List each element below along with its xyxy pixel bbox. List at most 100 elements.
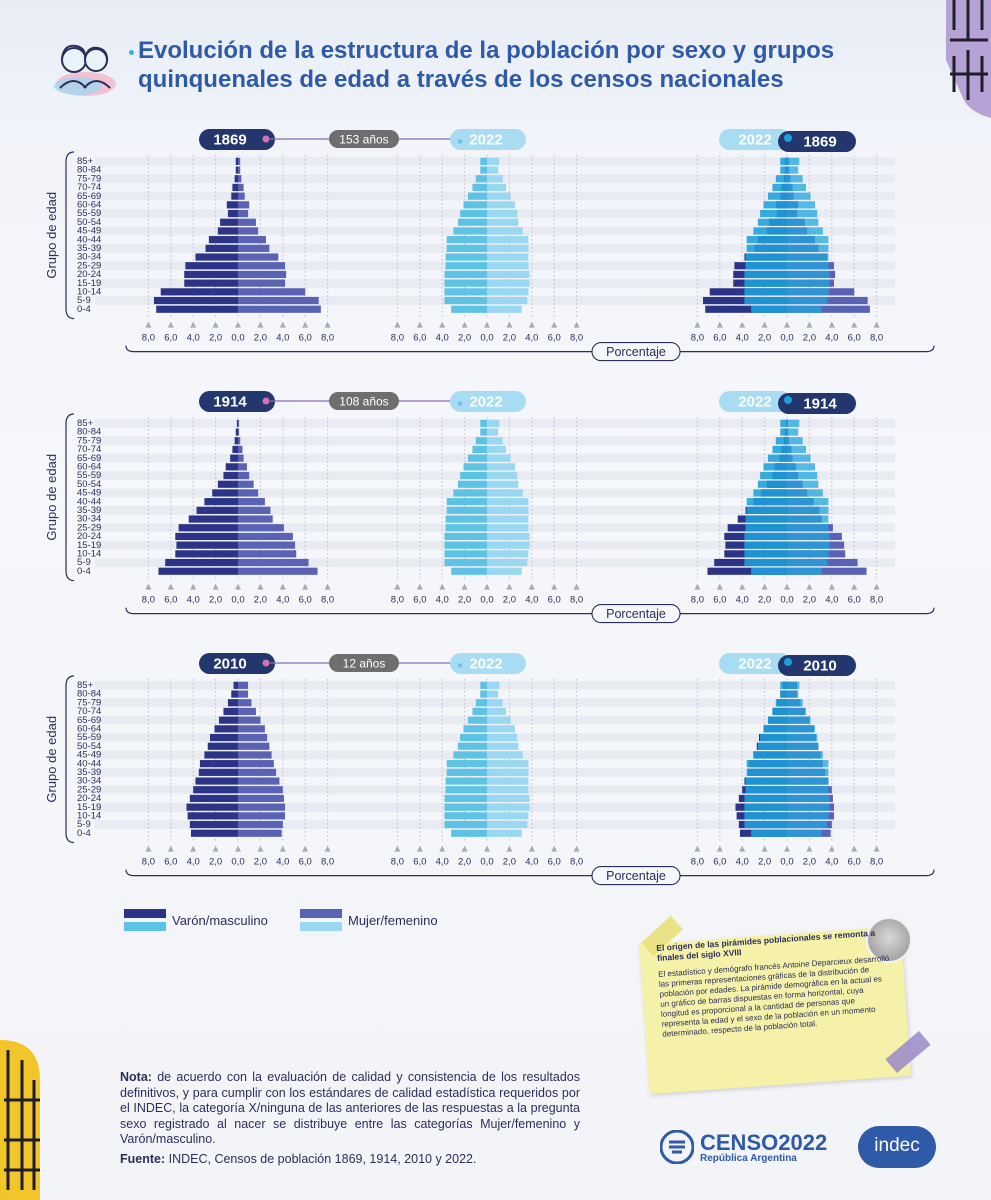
overlay-bar-varon-2022-15-19	[744, 803, 787, 811]
overlay-bar-mujer-2022-5-9	[787, 558, 828, 567]
tick-marker	[212, 845, 219, 852]
bar-mujer-2022-75-79	[487, 175, 503, 183]
bar-varon-1869-20-24	[184, 270, 238, 279]
population-pyramids: 85+80-8475-7970-7465-6960-6455-5950-5445…	[44, 129, 935, 886]
bar-mujer-1869-40-44	[238, 236, 266, 244]
bar-varon-2010-10-14	[187, 812, 238, 820]
bar-varon-1869-45-49	[217, 227, 238, 235]
overlay-bar-varon-2022-35-39	[746, 244, 787, 252]
overlay-bar-varon-2022-10-14	[744, 550, 787, 558]
overlay-bar-mujer-2022-60-64	[787, 725, 815, 733]
year-badge-to	[450, 653, 526, 674]
bar-varon-1914-50-54	[217, 480, 238, 488]
bar-varon-2022-45-49	[453, 489, 487, 497]
bar-mujer-1869-65-69	[238, 192, 245, 200]
bar-mujer-1914-70-74	[238, 445, 243, 454]
bar-mujer-1869-25-29	[238, 262, 286, 270]
tick-label: 6,0	[164, 857, 177, 868]
tick-marker	[484, 845, 490, 852]
overlay-bar-varon-2022-10-14	[744, 812, 787, 820]
overlay-badge-to	[719, 653, 791, 674]
tick-label: 4,0	[825, 857, 838, 868]
bar-varon-2022-40-44	[446, 760, 487, 768]
indec-logo-text: indec	[874, 1135, 920, 1156]
bar-varon-2022-40-44	[446, 498, 487, 506]
bar-varon-2022-20-24	[444, 270, 487, 279]
overlay-badge-from	[778, 393, 856, 414]
tick-marker	[851, 845, 858, 852]
year-badge-from-label: 1869	[213, 132, 246, 149]
nota-text: de acuerdo con la evaluación de calidad …	[120, 1070, 580, 1146]
overlay-bar-mujer-2022-35-39	[787, 768, 829, 776]
tick-marker	[461, 845, 468, 852]
age-label-70-74: 70-74	[77, 182, 101, 193]
year-badge-from	[199, 653, 275, 674]
overlay-bar-varon-2022-15-19	[744, 279, 787, 287]
bar-mujer-2022-20-24	[487, 270, 530, 279]
x-axis-title: Porcentaje	[606, 345, 666, 359]
tick-marker	[324, 321, 331, 328]
age-label-75-79: 75-79	[77, 173, 101, 184]
bar-mujer-1914-15-19	[238, 541, 296, 549]
bar-mujer-2022-30-34	[487, 253, 529, 261]
overlay-bar-varon-2022-75-79	[775, 699, 787, 707]
fast-forward-icon: »	[457, 660, 463, 671]
age-label-5-9: 5-9	[77, 819, 91, 830]
age-label-80-84: 80-84	[77, 427, 101, 438]
bar-mujer-2022-35-39	[487, 244, 529, 252]
age-label-5-9: 5-9	[77, 557, 91, 568]
overlay-bar-varon-2022-15-19	[744, 541, 787, 549]
overlay-bar-varon-2022-20-24	[744, 794, 787, 803]
y-axis-bracket	[65, 413, 75, 582]
overlay-bar-mujer-2022-50-54	[787, 480, 819, 488]
age-label-35-39: 35-39	[77, 505, 101, 516]
bar-mujer-1914-75-79	[238, 437, 241, 445]
bar-mujer-2010-35-39	[238, 768, 277, 776]
bar-mujer-2010-45-49	[238, 751, 272, 759]
bar-mujer-2022-60-64	[487, 201, 515, 209]
overlay-bar-varon-2022-20-24	[744, 270, 787, 279]
tick-label: 4,0	[436, 333, 449, 344]
bar-varon-1869-85+	[235, 157, 238, 165]
years-gap-label: 153 años	[339, 133, 388, 147]
bar-mujer-2022-40-44	[487, 236, 529, 244]
legend-swatch-varon-historic	[124, 909, 166, 918]
tick-label: 6,0	[848, 333, 861, 344]
bar-varon-1914-25-29	[178, 524, 238, 532]
bar-mujer-2022-20-24	[487, 532, 530, 541]
bar-varon-1869-40-44	[208, 236, 238, 244]
bar-mujer-1869-15-19	[238, 279, 286, 287]
bar-mujer-2010-70-74	[238, 707, 256, 716]
bar-varon-2010-5-9	[189, 820, 238, 829]
bar-varon-1914-20-24	[175, 532, 238, 541]
overlay-badge-from-label: 2010	[803, 658, 836, 675]
legend-label-mujer: Mujer/femenino	[348, 913, 438, 928]
overlay-bar-mujer-2022-0-4	[787, 567, 822, 575]
bar-varon-2022-60-64	[463, 463, 487, 471]
bar-mujer-2022-50-54	[487, 742, 519, 750]
tick-label: 2,0	[254, 595, 267, 606]
tick-label: 8,0	[570, 333, 583, 344]
tick-label: 4,0	[436, 595, 449, 606]
bar-mujer-2022-15-19	[487, 803, 530, 811]
overlay-bar-mujer-2022-25-29	[787, 524, 829, 532]
tick-label: 6,0	[848, 857, 861, 868]
bar-varon-2022-60-64	[463, 725, 487, 733]
bar-varon-2022-65-69	[467, 454, 487, 462]
tick-label: 4,0	[825, 333, 838, 344]
age-label-20-24: 20-24	[77, 531, 101, 542]
tick-label: 8,0	[870, 333, 883, 344]
tick-label: 6,0	[548, 595, 561, 606]
tick-label: 0,0	[780, 857, 793, 868]
footnote: Nota: de acuerdo con la evaluación de ca…	[120, 1070, 580, 1171]
bar-varon-2022-35-39	[446, 768, 487, 776]
bar-mujer-2010-85+	[238, 681, 249, 689]
bar-mujer-1914-5-9	[238, 558, 309, 567]
y-axis-bracket	[65, 675, 75, 844]
overlay-bar-varon-2022-40-44	[746, 760, 787, 768]
overlay-badge-to	[719, 391, 791, 412]
overlay-bar-mujer-2022-70-74	[787, 707, 807, 716]
note-paragraph: Nota: de acuerdo con la evaluación de ca…	[120, 1070, 580, 1148]
bar-varon-1869-70-74	[232, 183, 238, 192]
tick-label: 8,0	[142, 595, 155, 606]
